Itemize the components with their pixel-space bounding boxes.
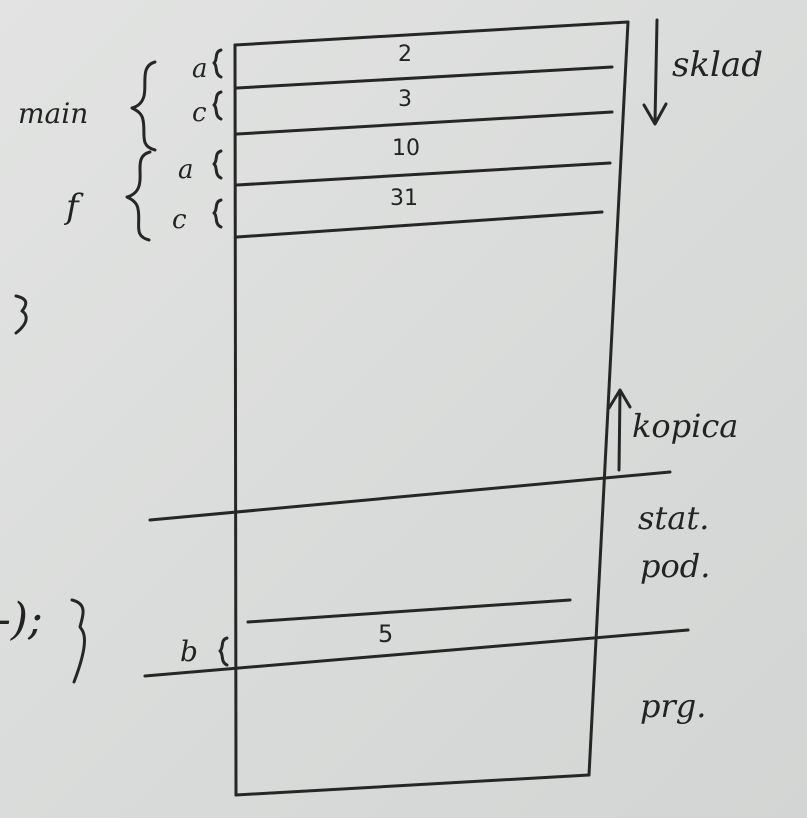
static-var-b: b [180, 635, 198, 668]
stack-cell-value-1: 2 [398, 42, 412, 67]
main-var-a: a [192, 54, 208, 84]
stack-cell-value-3: 10 [392, 136, 420, 161]
stack-down-arrow [653, 18, 659, 124]
stack-divider-3 [235, 161, 612, 187]
heap-label: kopica [632, 407, 739, 445]
var-c-brace [212, 90, 223, 121]
stack-cell-value-2: 3 [398, 87, 412, 112]
memory-column-bottom [234, 773, 591, 797]
f-brace [125, 150, 152, 242]
memory-column-top [233, 20, 630, 47]
static-top-line [148, 470, 672, 522]
static-label-line1: stat. [638, 499, 710, 537]
f-var-a: a [178, 155, 194, 185]
stack-closing-brace [14, 294, 28, 335]
stack-divider-2 [235, 110, 614, 136]
main-brace [130, 60, 157, 152]
static-cell-top [246, 598, 572, 624]
f-frame-label: f [66, 187, 79, 227]
stack-cell-value-4: 31 [390, 186, 418, 211]
static-bottom-line [143, 628, 690, 678]
var-a2-brace [212, 149, 223, 180]
stack-divider-4 [235, 210, 604, 239]
main-var-c: c [192, 98, 207, 128]
var-a-brace [212, 48, 223, 79]
var-b-brace [218, 636, 229, 667]
var-c2-brace [212, 198, 223, 229]
stack-label: sklad [672, 45, 763, 85]
stack-divider-1 [235, 65, 614, 90]
heap-up-arrow [617, 390, 622, 472]
code-closing-brace [70, 598, 86, 684]
main-frame-label: main [18, 97, 89, 130]
memory-column-right [587, 20, 630, 777]
code-fragment: -); [0, 594, 43, 645]
f-var-c: c [172, 205, 187, 235]
memory-column-left [233, 43, 238, 797]
static-label-line2: pod. [640, 547, 711, 585]
static-value: 5 [378, 620, 394, 648]
program-label: prg. [640, 687, 707, 725]
